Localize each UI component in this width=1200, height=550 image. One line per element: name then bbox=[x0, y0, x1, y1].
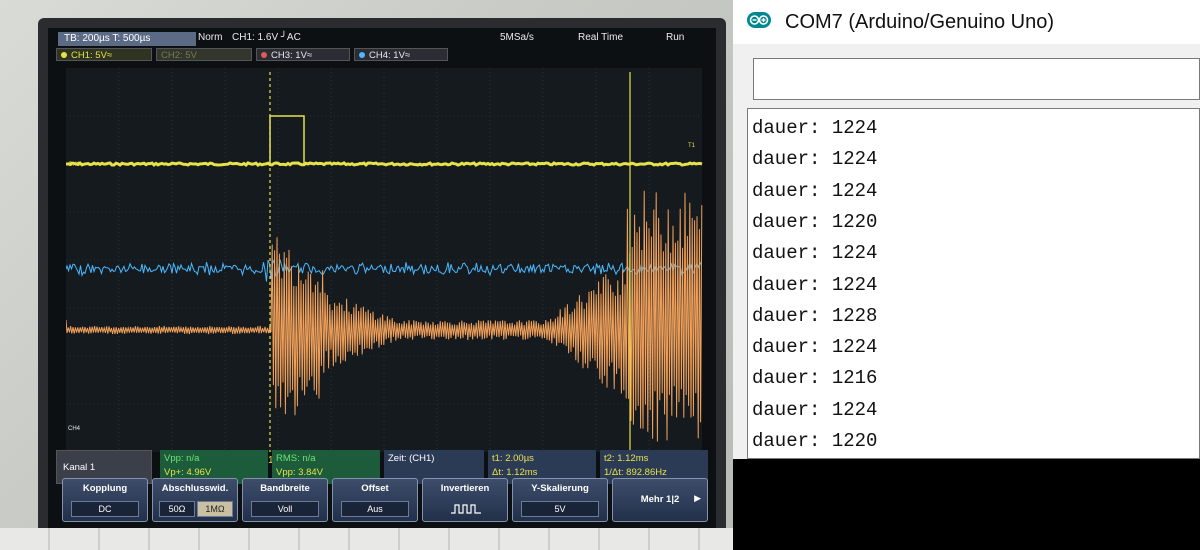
serial-line: dauer: 1220 bbox=[752, 210, 878, 233]
channel-4-trace bbox=[66, 259, 702, 282]
serial-line: dauer: 1224 bbox=[752, 179, 878, 202]
trigger-readout: CH1: 1.6V ╯AC bbox=[232, 32, 301, 43]
y-skalierung-softkey[interactable]: Y-Skalierung 5V bbox=[512, 478, 608, 522]
chevron-right-icon: ▶ bbox=[694, 493, 701, 503]
waveform-svg: 1 2 CH1 CH4 T1 bbox=[66, 68, 703, 466]
scope-screen: TB: 200µs T: 500µs Norm CH1: 1.6V ╯AC 5M… bbox=[48, 28, 716, 530]
run-status: Run bbox=[666, 32, 685, 43]
channel-3-chip[interactable]: CH3: 1V≈ bbox=[256, 48, 350, 61]
arduino-icon bbox=[747, 12, 771, 28]
serial-line: dauer: 1224 bbox=[752, 336, 878, 359]
bandbreite-softkey[interactable]: Bandbreite Voll bbox=[242, 478, 328, 522]
abschluss-1m-option[interactable]: 1MΩ bbox=[197, 501, 233, 517]
plot-grid bbox=[66, 68, 702, 452]
channel-4-chip[interactable]: CH4: 1V≈ bbox=[354, 48, 448, 61]
trigger-level-tag: T1 bbox=[688, 143, 696, 149]
waveform-plot: 1 2 CH1 CH4 T1 bbox=[66, 68, 716, 468]
channel-1-trace bbox=[66, 161, 703, 168]
invertieren-softkey[interactable]: Invertieren bbox=[422, 478, 508, 522]
scope-header: TB: 200µs T: 500µs Norm CH1: 1.6V ╯AC 5M… bbox=[48, 32, 716, 46]
abschluss-50-option[interactable]: 50Ω bbox=[159, 501, 195, 517]
window-titlebar: COM7 (Arduino/Genuino Uno) bbox=[733, 0, 1200, 44]
channel-2-chip[interactable]: CH2: 5V bbox=[156, 48, 252, 61]
trigger-mode: Norm bbox=[198, 32, 223, 43]
window-title: COM7 (Arduino/Genuino Uno) bbox=[785, 11, 1055, 33]
softkey-bar: Kopplung DC Abschlusswid. 50Ω 1MΩ Bandbr… bbox=[62, 478, 712, 524]
channel-4-tag: CH4 bbox=[68, 426, 81, 432]
acquisition-mode: Real Time bbox=[578, 32, 624, 43]
oscilloscope-photo: TB: 200µs T: 500µs Norm CH1: 1.6V ╯AC 5M… bbox=[0, 0, 733, 550]
serial-line: dauer: 1224 bbox=[752, 398, 878, 421]
cursor-1-label: 1 bbox=[268, 455, 274, 466]
serial-monitor-window: COM7 (Arduino/Genuino Uno) dauer: 1224 da… bbox=[733, 0, 1200, 459]
serial-send-input[interactable] bbox=[753, 58, 1200, 100]
serial-line: dauer: 1224 bbox=[752, 242, 878, 265]
abschlusswid-softkey[interactable]: Abschlusswid. 50Ω 1MΩ bbox=[152, 478, 238, 522]
kopplung-softkey[interactable]: Kopplung DC bbox=[62, 478, 148, 522]
channel-3-dot bbox=[261, 52, 267, 59]
serial-line: dauer: 1228 bbox=[752, 304, 878, 327]
serial-line: dauer: 1216 bbox=[752, 367, 878, 390]
offset-softkey[interactable]: Offset Aus bbox=[332, 478, 418, 522]
mehr-softkey[interactable]: Mehr 1|2 ▶ bbox=[612, 478, 708, 522]
channel-1-dot bbox=[61, 52, 67, 59]
channel-3-trace bbox=[66, 190, 703, 442]
serial-line: dauer: 1224 bbox=[752, 148, 878, 171]
scope-keys bbox=[0, 528, 733, 550]
channel-1-tag: CH1 bbox=[68, 162, 81, 168]
channel-1-chip[interactable]: CH1: 5V≈ bbox=[56, 48, 152, 61]
serial-output[interactable]: dauer: 1224 dauer: 1224 dauer: 1224 dauer: … bbox=[747, 108, 1200, 459]
square-wave-icon bbox=[451, 504, 481, 514]
serial-line: dauer: 1220 bbox=[752, 430, 878, 452]
timebase-readout: TB: 200µs T: 500µs bbox=[58, 32, 196, 46]
serial-line: dauer: 1224 bbox=[752, 273, 878, 296]
sample-rate: 5MSa/s bbox=[500, 32, 534, 43]
serial-line: dauer: 1224 bbox=[752, 117, 878, 139]
channel-4-dot bbox=[359, 52, 365, 59]
